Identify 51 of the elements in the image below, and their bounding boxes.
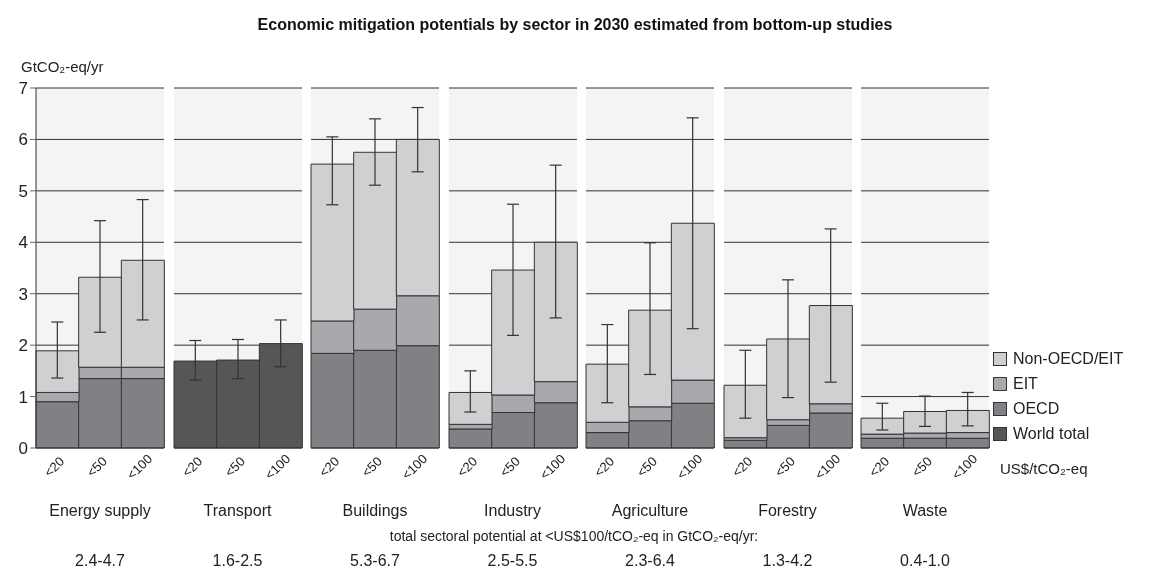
x-tick-label: <50	[358, 453, 385, 480]
x-tick-label: <100	[673, 451, 706, 483]
text: 2.4-4.7	[74, 552, 126, 570]
x-tick-label: <50	[771, 453, 798, 480]
x-tick-label: <20	[316, 453, 343, 480]
x-tick-label: <100	[811, 451, 843, 483]
y-tick-label: 5	[18, 181, 28, 201]
x-tick-label: <50	[633, 453, 660, 480]
legend-label: EIT	[1013, 374, 1038, 393]
y-tick-label: 7	[18, 79, 28, 99]
x-tick-label: <20	[453, 453, 480, 480]
y-tick-label: 0	[18, 439, 28, 459]
x-axis-title: Waste	[901, 502, 949, 520]
text: 5.3-6.7	[349, 552, 401, 570]
chart-title: Economic mitigation potentials by sector in 2030 estimated from bottom-up studies	[256, 16, 894, 34]
x-tick-label: <20	[728, 453, 755, 480]
x-tick-label: <20	[178, 453, 205, 480]
text: 0.4-1.0	[899, 552, 951, 570]
x-tick-label: <20	[591, 453, 618, 480]
x-axis-title: Agriculture	[610, 502, 690, 520]
y-tick-label: 6	[18, 130, 28, 150]
x-tick-label: <20	[866, 453, 893, 480]
x-axis-title: Buildings	[341, 502, 409, 520]
x-tick-label: <100	[398, 451, 431, 483]
y-tick-label: 4	[18, 233, 28, 253]
x-tick-label: <100	[123, 451, 156, 483]
x-tick-label: <50	[496, 453, 523, 480]
x-tick-label: <50	[908, 453, 935, 480]
legend-label: OECD	[1013, 399, 1060, 418]
legend-label: World total	[1013, 424, 1090, 443]
x-tick-label: <50	[83, 453, 110, 480]
x-tick-label: <20	[41, 453, 68, 480]
x-tick-label: <100	[536, 451, 568, 483]
y-tick-label: 2	[18, 336, 28, 356]
x-tick-label: <100	[261, 451, 293, 483]
text: 1.6-2.5	[211, 552, 264, 570]
text: 2.3-6.4	[624, 552, 676, 570]
x-tick-label: <50	[221, 453, 248, 480]
y-axis-title: GtCO₂-eq/yr	[21, 58, 104, 75]
text: US$/tCO₂-eq	[1000, 460, 1088, 477]
x-axis-title: Transport	[202, 502, 273, 520]
y-tick-label: 3	[18, 284, 28, 304]
text: 1.3-4.2	[761, 552, 814, 570]
legend-label: Non-OECD/EIT	[1013, 349, 1124, 368]
x-tick-label: <100	[948, 451, 981, 483]
y-tick-label: 1	[18, 387, 28, 407]
x-axis-title: Forestry	[757, 502, 818, 520]
x-axis-title: Industry	[483, 502, 542, 520]
text: total sectoral potential at <US$100/tCO₂-eq in GtCO₂-eq/yr:	[388, 528, 760, 544]
text: 2.5-5.5	[486, 552, 539, 570]
x-axis-title: Energy supply	[48, 502, 152, 520]
